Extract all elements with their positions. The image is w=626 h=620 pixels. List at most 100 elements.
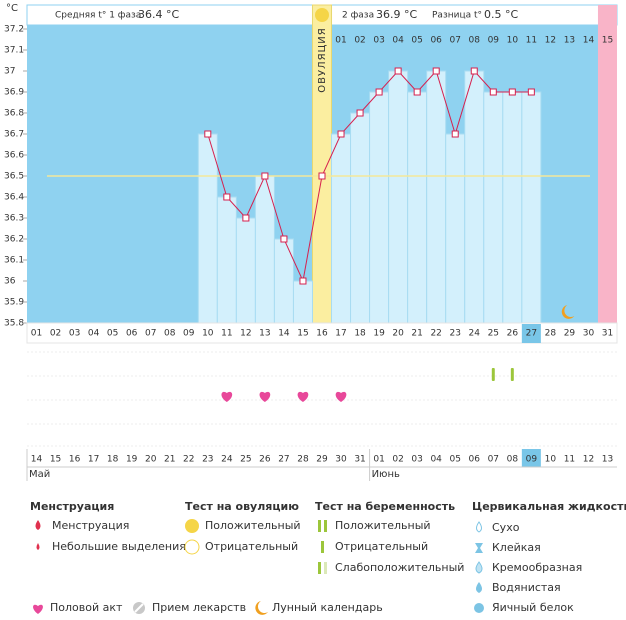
temp-column: [216, 196, 237, 324]
temp-column: [426, 70, 447, 324]
temp-point: [299, 277, 307, 285]
ovulation-label: ОВУЛЯЦИЯ: [317, 27, 328, 93]
icon: [324, 562, 327, 574]
moon: [561, 305, 575, 319]
legend-item: Отрицательный: [335, 540, 428, 553]
date-label: 04: [430, 455, 442, 465]
phase2-day: 10: [507, 36, 519, 46]
temp-point: [394, 67, 402, 75]
icon: [255, 601, 268, 615]
x-tick-label: 11: [221, 329, 232, 339]
x-tick-label: 06: [126, 329, 138, 339]
header-text: 36.4 °C: [138, 8, 179, 21]
date-label: 07: [488, 455, 499, 465]
date-label: 13: [602, 455, 613, 465]
day-row: [26, 322, 618, 344]
temp-column: [350, 112, 371, 324]
x-tick-label: 19: [373, 329, 385, 339]
temp-point: [280, 235, 288, 243]
legend-title: Тест на овуляцию: [185, 500, 299, 513]
phase2-day: 11: [526, 36, 537, 46]
legend-title: Тест на беременность: [315, 500, 455, 513]
x-tick-label: 31: [602, 329, 613, 339]
phase2-day: 13: [564, 36, 575, 46]
temp-point: [527, 88, 535, 96]
phase2-day: 04: [392, 36, 404, 46]
legend-item: Сухо: [492, 521, 520, 534]
y-tick-label: 36.9: [4, 88, 24, 98]
x-tick-label: 20: [392, 329, 404, 339]
icon: [33, 604, 43, 614]
legend: Менструация Менструация Небольшие выделе…: [30, 500, 626, 615]
x-tick-label: 03: [69, 329, 80, 339]
legend-title: Менструация: [30, 500, 114, 513]
temp-point: [508, 88, 516, 96]
y-tick-label: 37.2: [4, 25, 24, 35]
date-label: 16: [69, 455, 81, 465]
pregnancy-test: [510, 368, 514, 381]
icon: [318, 520, 321, 532]
date-label: 29: [316, 455, 328, 465]
x-tick-label: 17: [335, 329, 346, 339]
phase2-day: 02: [354, 36, 365, 46]
y-tick-label: 37.1: [4, 46, 24, 56]
temp-point: [489, 88, 497, 96]
icon: [324, 520, 327, 532]
x-tick-label: 23: [449, 329, 460, 339]
y-tick-label: 36.5: [4, 172, 24, 182]
date-label: 12: [583, 455, 594, 465]
today: [521, 324, 541, 343]
date-label: 06: [469, 455, 481, 465]
x-tick-label: 25: [488, 329, 499, 339]
date-label: 31: [354, 455, 365, 465]
date-label: 22: [183, 455, 194, 465]
temp-point: [204, 130, 212, 138]
date-label: 26: [259, 455, 271, 465]
temp-point: [432, 67, 440, 75]
x-tick-label: 24: [469, 329, 481, 339]
y-tick-label: 36.4: [4, 193, 24, 203]
x-tick-label: 15: [297, 329, 308, 339]
legend-item: Яичный белок: [492, 601, 574, 614]
phase2-day: 07: [449, 36, 460, 46]
date-label: 17: [88, 455, 99, 465]
y-tick-label: 36.3: [4, 214, 24, 224]
x-tick-label: 02: [50, 329, 61, 339]
temp-column: [331, 133, 352, 324]
x-tick-label: 07: [145, 329, 156, 339]
date-label: 03: [411, 455, 422, 465]
legend-title: Цервикальная жидкость: [472, 500, 626, 513]
menstruation-column: [597, 5, 617, 323]
icon: [321, 541, 324, 553]
date-label: 05: [449, 455, 460, 465]
date-label: 01: [373, 455, 384, 465]
date-label: 27: [278, 455, 289, 465]
legend-item: Лунный календарь: [272, 601, 383, 614]
phase2-day: 15: [602, 36, 613, 46]
pregnancy-test: [491, 368, 495, 381]
temp-column: [292, 280, 313, 324]
temp-column: [521, 91, 542, 324]
icon: [476, 521, 482, 533]
date-label: 10: [545, 455, 557, 465]
icon: [475, 543, 483, 553]
x-tick-label: 28: [545, 329, 557, 339]
temp-column: [407, 91, 428, 324]
date-label: 28: [297, 455, 309, 465]
x-tick-label: 04: [88, 329, 100, 339]
month-label: Май: [29, 469, 50, 480]
x-tick-label: 21: [411, 329, 422, 339]
icon: [318, 562, 321, 574]
header-text: 0.5 °C: [484, 8, 518, 21]
x-tick-label: 26: [507, 329, 519, 339]
y-tick-label: 36.2: [4, 235, 24, 245]
y-tick-label: 36.7: [4, 130, 24, 140]
legend-item: Слабоположительный: [335, 561, 464, 574]
date-label: 30: [335, 455, 347, 465]
x-tick-label: 29: [564, 329, 576, 339]
y-tick-label: 35.8: [4, 319, 24, 329]
icon: [36, 543, 40, 550]
temp-point: [451, 130, 459, 138]
phase2-day: 08: [469, 36, 481, 46]
date-label: 18: [107, 455, 119, 465]
